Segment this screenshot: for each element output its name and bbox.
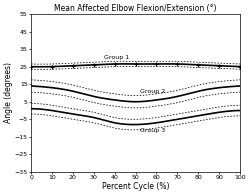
X-axis label: Percent Cycle (%): Percent Cycle (%) (102, 182, 169, 191)
Y-axis label: Angle (degrees): Angle (degrees) (4, 62, 13, 123)
Text: Group 3: Group 3 (140, 128, 165, 133)
Text: Group 1: Group 1 (104, 55, 130, 60)
Text: Group 2: Group 2 (140, 89, 165, 94)
Title: Mean Affected Elbow Flexion/Extension (°): Mean Affected Elbow Flexion/Extension (°… (54, 4, 217, 13)
